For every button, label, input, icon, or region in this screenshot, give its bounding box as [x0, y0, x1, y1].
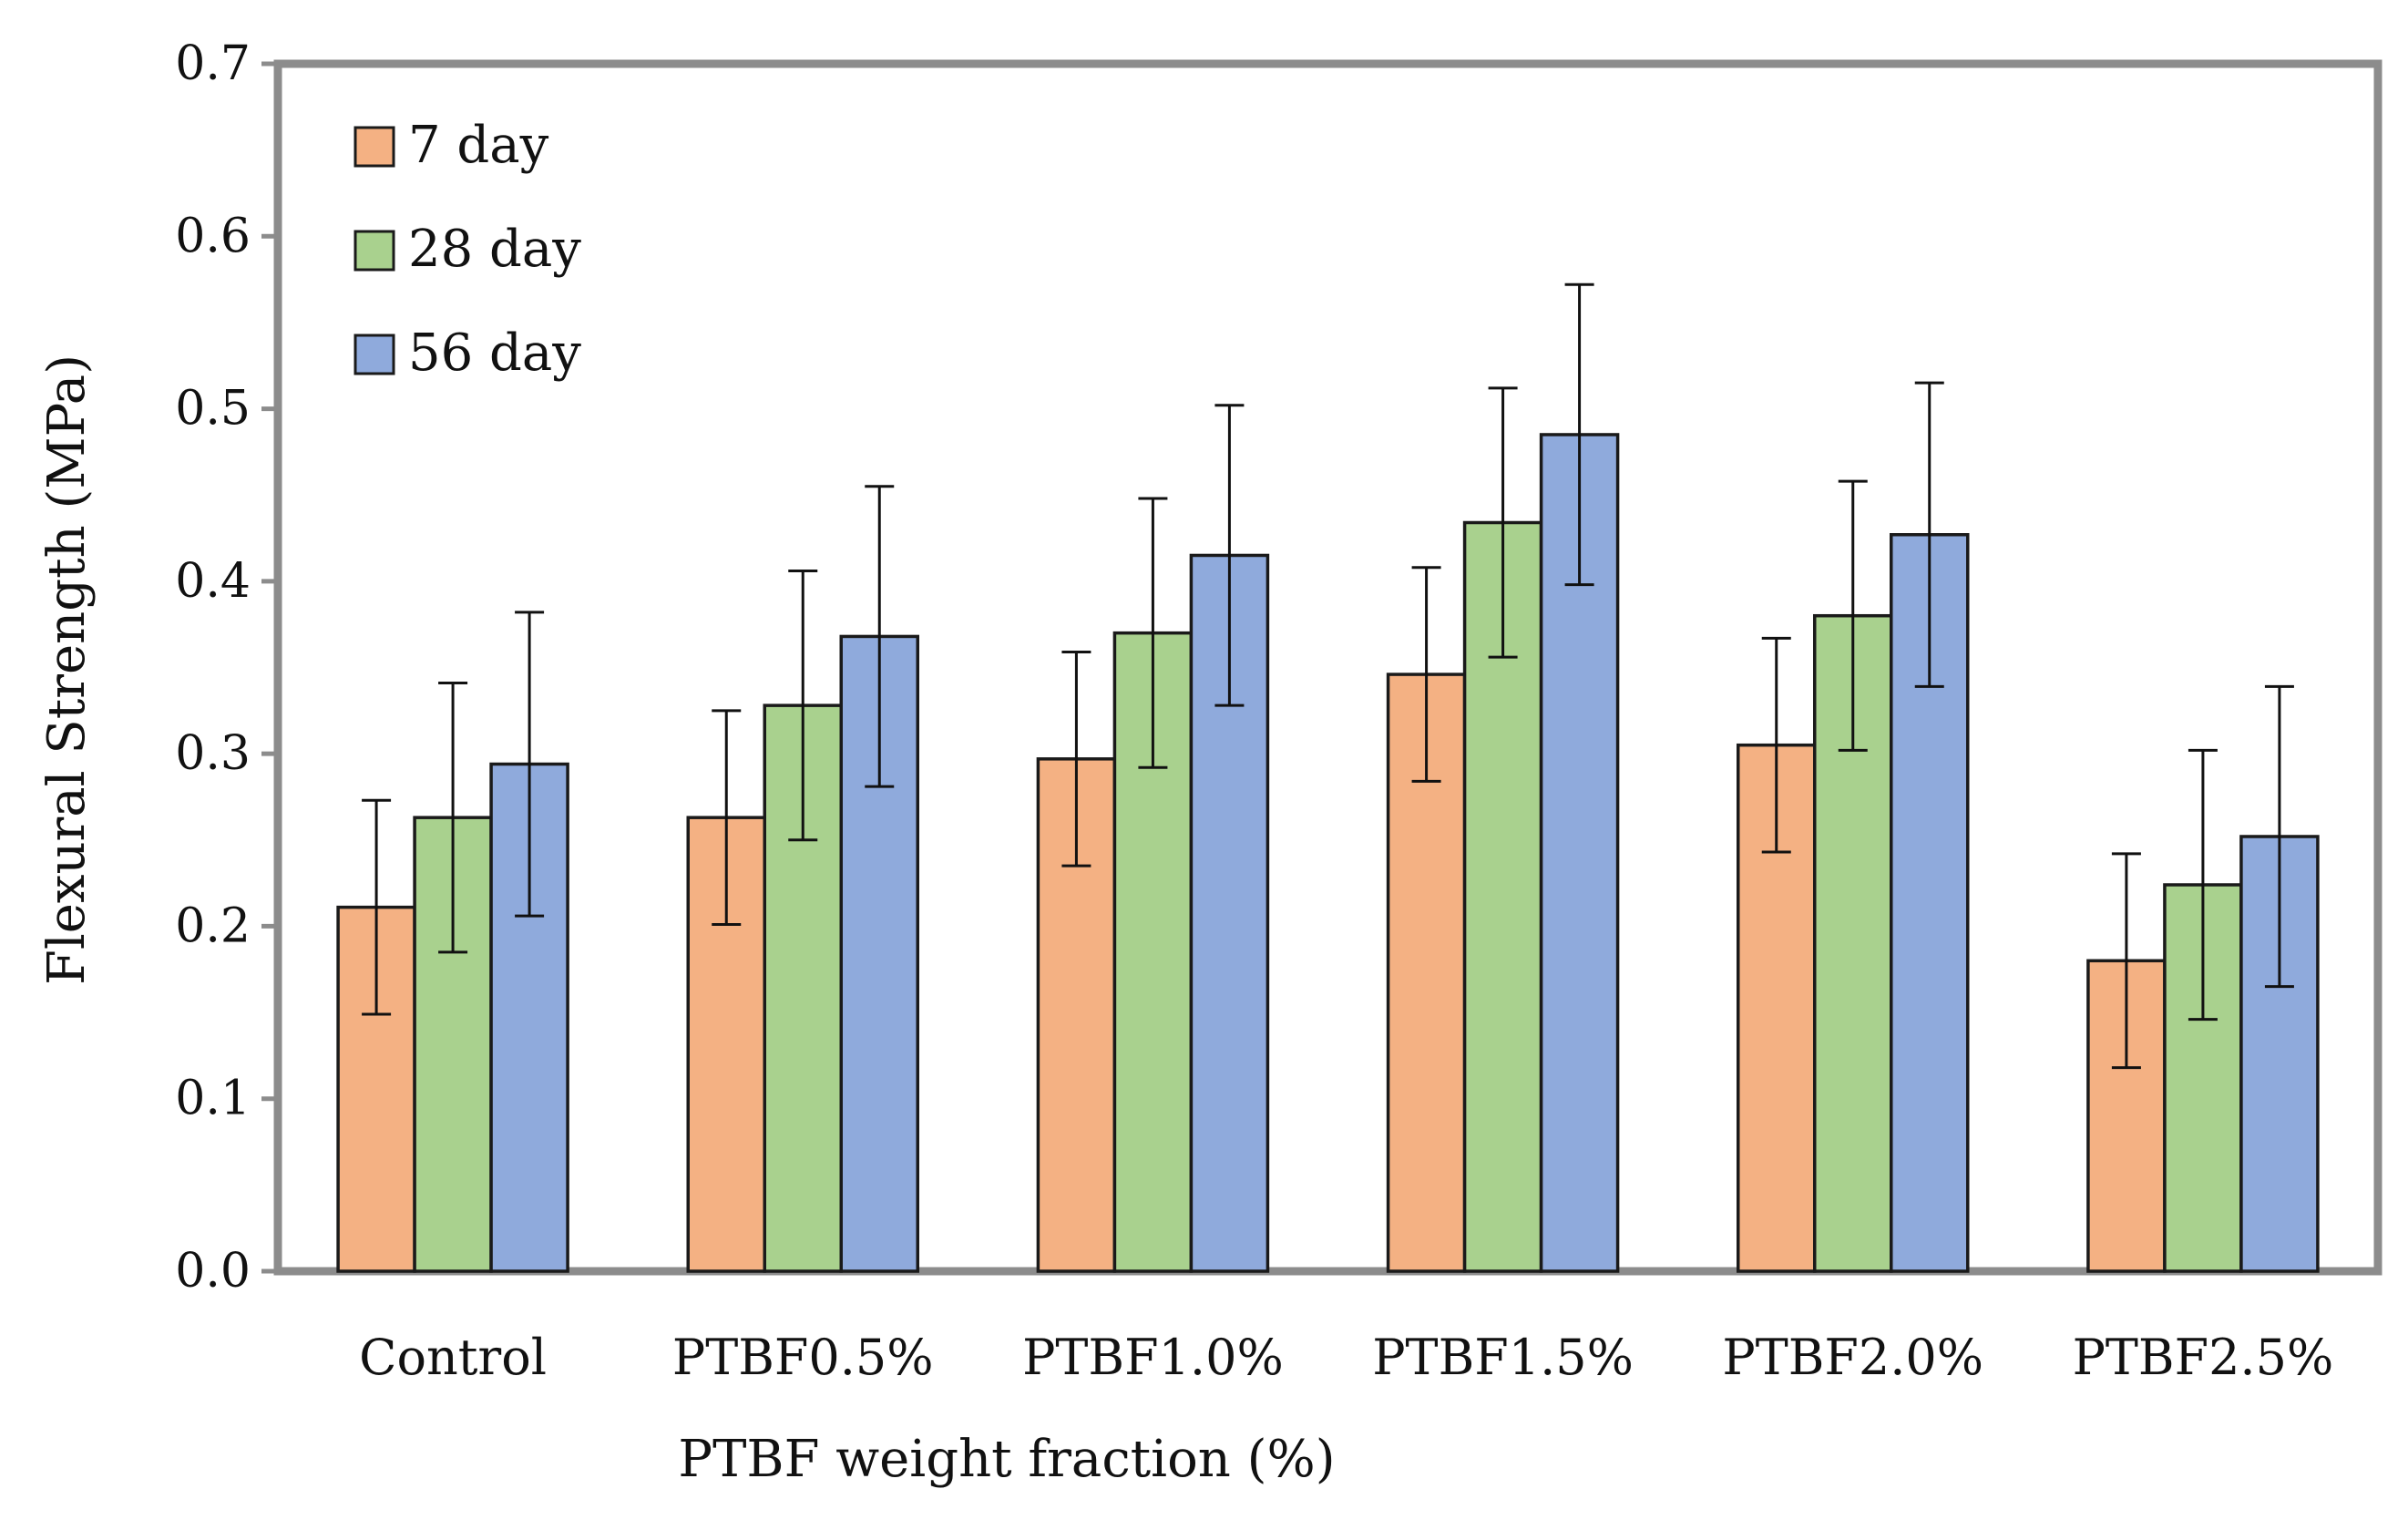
y-tick-label: 0.7: [175, 36, 251, 91]
legend-label-0: 7 day: [408, 116, 549, 175]
y-tick-label: 0.3: [175, 726, 251, 781]
bars-layer: [336, 433, 2320, 1273]
legend-swatch-2: [354, 334, 395, 375]
legend: 7 day 28 day 56 day: [354, 116, 581, 383]
legend-label-2: 56 day: [408, 323, 581, 383]
legend-label-1: 28 day: [408, 220, 581, 279]
y-tick-label: 0.0: [175, 1244, 251, 1299]
x-category-label: PTBF0.5%: [672, 1329, 934, 1386]
x-axis-category-labels: Control PTBF0.5% PTBF1.0% PTBF1.5% PTBF2.0% P…: [359, 1329, 2333, 1386]
x-category-label: PTBF2.0%: [1722, 1329, 1983, 1386]
x-category-label: PTBF1.5%: [1372, 1329, 1634, 1386]
legend-swatch-1: [354, 230, 395, 272]
y-axis-ticks: 0.0 0.1 0.2 0.3 0.4 0.5 0.6 0.7: [175, 36, 278, 1299]
legend-swatch-0: [354, 126, 395, 168]
y-tick-label: 0.5: [175, 382, 251, 436]
y-axis-title: Flexural Strength (MPa): [37, 354, 97, 985]
error-bars-layer: [362, 282, 2294, 1070]
y-tick-label: 0.6: [175, 209, 251, 263]
x-axis-title: PTBF weight fraction (%): [678, 1430, 1335, 1489]
plot-border: [273, 59, 2382, 1276]
y-tick-label: 0.1: [175, 1072, 251, 1126]
x-category-label: Control: [359, 1329, 547, 1386]
x-category-label: PTBF2.5%: [2073, 1329, 2334, 1386]
y-tick-label: 0.2: [175, 898, 251, 953]
x-category-label: PTBF1.0%: [1022, 1329, 1284, 1386]
y-tick-label: 0.4: [175, 554, 251, 609]
plot-frame: [273, 59, 2382, 1276]
